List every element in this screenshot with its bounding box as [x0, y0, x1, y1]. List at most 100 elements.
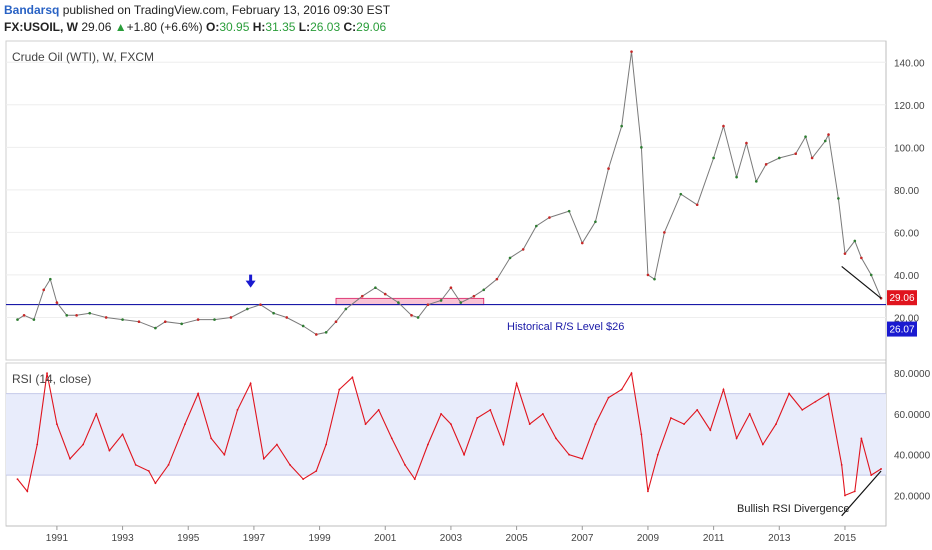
x-tick-label: 2011	[703, 533, 725, 544]
rsi-point	[364, 423, 367, 426]
rsi-point	[223, 453, 226, 456]
price-point	[196, 318, 200, 321]
rsi-point	[184, 423, 186, 426]
price-tick-label: 20.00	[894, 313, 919, 324]
rsi-point	[788, 392, 791, 395]
rsi-point	[594, 423, 597, 426]
rsi-point	[607, 396, 610, 399]
symbol-label: FX:USOIL, W	[4, 20, 78, 34]
rsi-point	[801, 408, 804, 411]
price-point	[722, 124, 725, 128]
axis-layer: 20.00 40.00 60.00 80.00 100.00 120.00 140.00 19…	[46, 58, 931, 544]
price-point	[653, 277, 656, 281]
rsi-point	[427, 443, 429, 446]
price-point	[548, 216, 551, 219]
rsi-point	[413, 478, 416, 481]
rsi-point	[476, 417, 479, 419]
price-point	[272, 311, 275, 315]
price-point	[426, 303, 430, 307]
divergence-annotation: Bullish RSI Divergence	[737, 503, 850, 515]
rsi-point	[197, 392, 199, 395]
rsi-tick-label: 60.0000	[894, 410, 931, 421]
price-point	[65, 314, 69, 317]
price-point	[508, 256, 512, 260]
rsi-point	[870, 474, 873, 476]
rsi-point	[55, 423, 58, 426]
price-point	[754, 180, 758, 183]
rsi-point	[167, 463, 170, 466]
x-tick-label: 2015	[834, 533, 857, 544]
rsi-point	[262, 457, 265, 460]
price-point	[640, 146, 643, 149]
price-point	[334, 320, 338, 324]
rsi-point	[683, 423, 685, 426]
x-tick-label: 1999	[308, 533, 331, 544]
low-label: L:	[298, 20, 311, 34]
rsi-series-line	[17, 371, 882, 497]
rsi-point	[827, 392, 830, 395]
rsi-point	[46, 372, 48, 375]
price-point	[246, 307, 249, 311]
rsi-point	[696, 408, 699, 411]
rsi-point	[670, 417, 672, 419]
x-tick-label: 2009	[637, 533, 660, 544]
price-point	[620, 124, 623, 128]
rsi-trendline	[841, 470, 882, 517]
price-point	[860, 256, 863, 260]
price-point	[416, 316, 420, 319]
rsi-point	[568, 453, 571, 456]
rsi-point	[26, 490, 29, 493]
x-tick-label: 2007	[571, 533, 594, 544]
price-point	[213, 318, 216, 321]
price-point	[314, 333, 318, 336]
author-name[interactable]: Bandarsq	[4, 3, 60, 17]
price-point	[383, 292, 387, 296]
price-point	[137, 320, 141, 324]
price-point	[180, 322, 183, 326]
rsi-point	[880, 468, 882, 470]
price-tick-label: 140.00	[894, 58, 925, 69]
price-pane-title: Crude Oil (WTI), W, FXCM	[12, 50, 154, 64]
level-badge-label: 26.07	[889, 325, 914, 336]
x-tick-label: 2001	[374, 533, 397, 544]
price-point	[843, 252, 847, 255]
rsi-point	[82, 443, 85, 446]
rsi-point	[722, 388, 725, 391]
price-tick-label: 120.00	[894, 101, 925, 112]
rsi-point	[236, 408, 239, 411]
rsi-point	[36, 443, 39, 446]
open-value: 30.95	[219, 20, 250, 34]
rsi-point	[390, 437, 393, 440]
rsi-point	[640, 433, 643, 436]
rsi-point	[134, 463, 137, 466]
price-trendline	[841, 265, 882, 299]
rsi-point	[108, 449, 111, 452]
rsi-point	[761, 443, 764, 446]
price-point	[580, 241, 584, 245]
open-label: O:	[206, 20, 220, 34]
price-point	[472, 294, 476, 298]
high-value: 31.35	[265, 20, 296, 34]
price-pane-frame	[5, 40, 887, 361]
x-tick-label: 1997	[243, 533, 266, 544]
price-point	[630, 50, 633, 53]
price-point	[534, 224, 538, 228]
price-change: +1.80 (+6.6%)	[126, 20, 203, 34]
close-value: 29.06	[356, 20, 387, 34]
level-annotation: Historical R/S Level $26	[507, 321, 624, 333]
price-tick-label: 60.00	[894, 228, 919, 239]
rsi-point	[735, 437, 738, 440]
price-point	[16, 318, 19, 321]
rsi-point	[289, 463, 291, 466]
price-point	[374, 286, 377, 289]
price-point	[679, 192, 683, 196]
rsi-point	[555, 437, 557, 440]
price-point	[777, 156, 781, 160]
last-price-badge	[887, 290, 917, 306]
price-point	[459, 301, 463, 304]
down-arrow-icon	[245, 274, 256, 288]
price-point	[163, 320, 167, 324]
rsi-point	[541, 413, 544, 415]
price-point	[646, 273, 650, 277]
